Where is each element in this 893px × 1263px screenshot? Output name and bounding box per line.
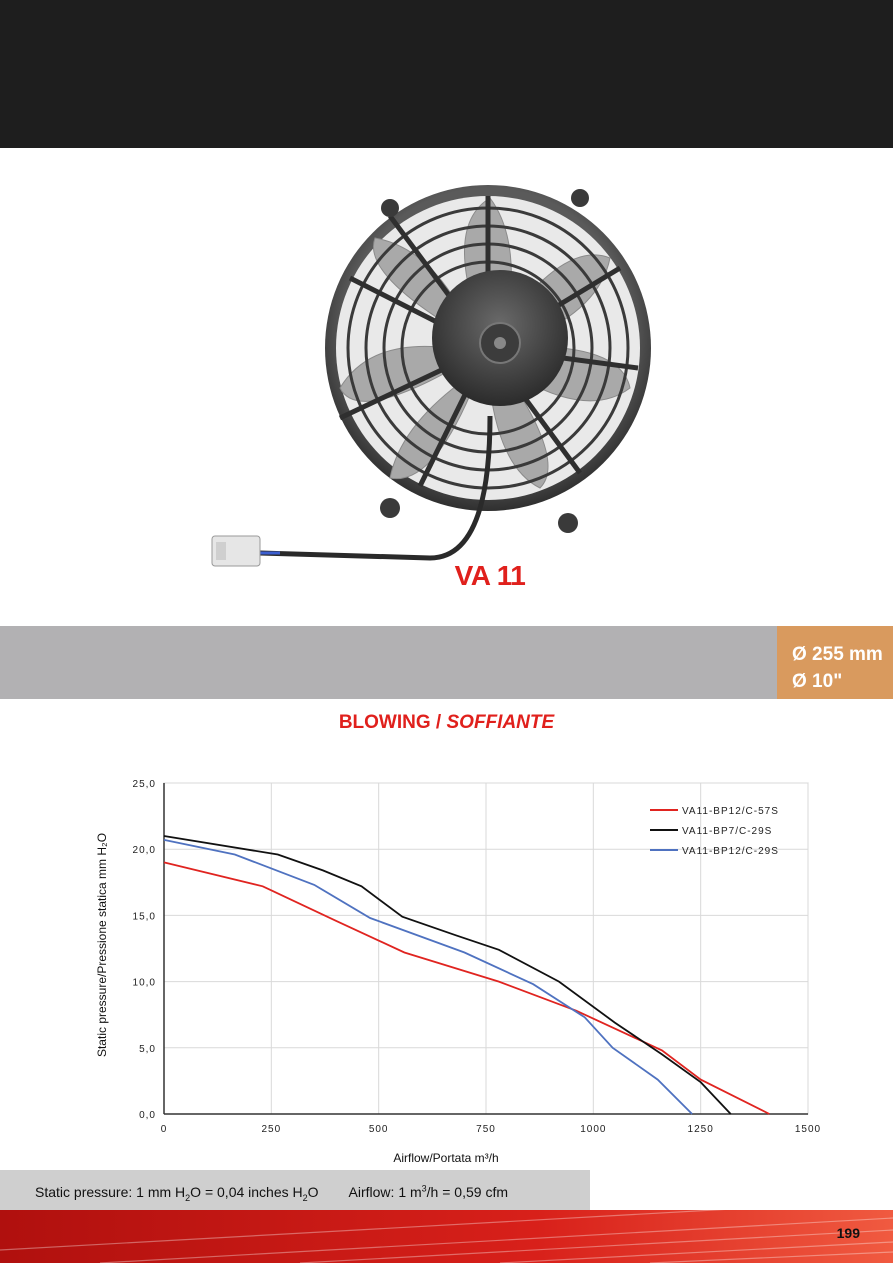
x-tick-label: 1500	[795, 1124, 821, 1135]
y-tick-label: 0,0	[139, 1110, 156, 1121]
airflow-conversion: Airflow: 1 m3/h = 0,59 cfm	[348, 1183, 508, 1200]
chart-grid	[163, 782, 809, 1115]
page-number: 199	[836, 1225, 860, 1241]
info-band	[0, 626, 777, 699]
y-tick-label: 20,0	[133, 845, 156, 856]
section-title-italic: SOFFIANTE	[446, 712, 555, 733]
y-tick-label: 15,0	[133, 911, 156, 922]
footer-band	[0, 1210, 893, 1263]
x-axis-label: Airflow/Portata m³/h	[393, 1151, 498, 1165]
legend-label: VA11-BP12/C-57S	[682, 806, 779, 817]
performance-chart: 0 250 500 750 1000 1250 1500 0,0 5,0 10,0 15,0 20,0…	[95, 779, 821, 1165]
chart-legend: VA11-BP12/C-57S VA11-BP7/C-29S VA11-BP12/C…	[650, 806, 779, 857]
pressure-conversion: Static pressure: 1 mm H2O = 0,04 inches …	[35, 1183, 319, 1203]
chart-series	[163, 835, 770, 1115]
x-tick-label: 250	[261, 1124, 281, 1135]
x-tick-label: 500	[369, 1124, 389, 1135]
legend-label: VA11-BP12/C-29S	[682, 846, 779, 857]
x-tick-label: 1250	[688, 1124, 714, 1135]
chart-axes: 0 250 500 750 1000 1250 1500 0,0 5,0 10,0 15,0 20,0…	[133, 779, 821, 1135]
conversion-footnote: Static pressure: 1 mm H2O = 0,04 inches …	[0, 1170, 590, 1210]
series-line-VA11-BP7/C-29S	[163, 835, 732, 1115]
legend-label: VA11-BP7/C-29S	[682, 826, 772, 837]
section-title-main: BLOWING /	[338, 712, 442, 733]
section-title: BLOWING / SOFFIANTE	[0, 712, 893, 734]
product-name: VA 11	[454, 560, 526, 591]
diameter-mm: Ø 255 mm	[792, 644, 883, 665]
x-tick-label: 750	[476, 1124, 496, 1135]
diameter-inches: Ø 10"	[792, 671, 843, 692]
header-band	[0, 0, 893, 148]
x-tick-label: 0	[161, 1124, 168, 1135]
series-line-VA11-BP12/C-57S	[163, 861, 770, 1115]
diameter-badge: Ø 255 mm Ø 10"	[777, 626, 893, 699]
y-tick-label: 25,0	[133, 779, 156, 790]
fan-product-image	[190, 168, 690, 578]
y-tick-label: 10,0	[133, 978, 156, 989]
y-axis-label: Static pressure/Pressione statica mm H₂O	[95, 833, 109, 1057]
series-line-VA11-BP12/C-29S	[163, 839, 693, 1115]
y-tick-label: 5,0	[139, 1044, 156, 1055]
x-tick-label: 1000	[580, 1124, 606, 1135]
